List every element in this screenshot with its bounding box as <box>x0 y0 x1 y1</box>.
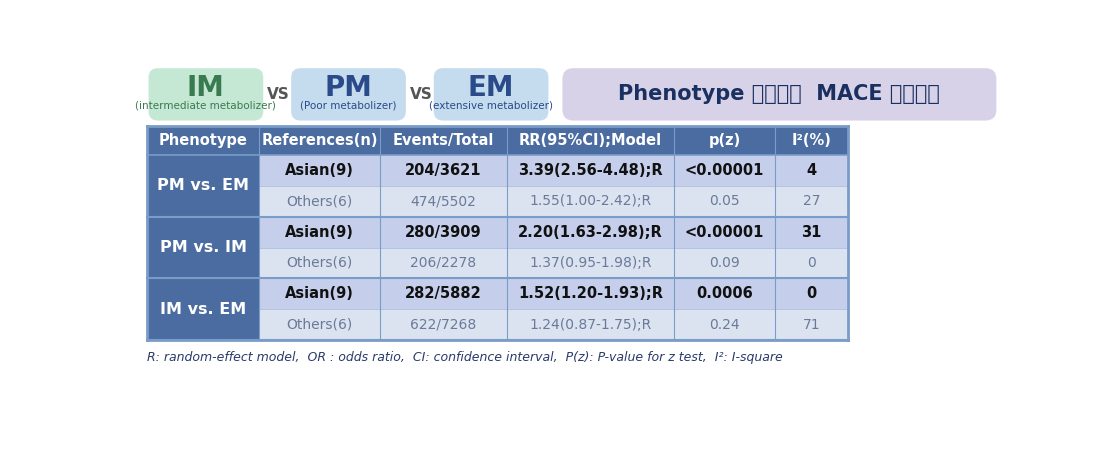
Text: 0.05: 0.05 <box>710 194 740 209</box>
Text: VS: VS <box>267 87 290 102</box>
Text: 71: 71 <box>803 318 820 332</box>
Text: I²(%): I²(%) <box>792 133 831 148</box>
Text: PM: PM <box>324 74 372 102</box>
Bar <box>260 186 849 217</box>
Text: Events/Total: Events/Total <box>393 133 495 148</box>
Text: Phenotype 분류하여  MACE 위험비교: Phenotype 분류하여 MACE 위험비교 <box>618 84 940 104</box>
Bar <box>147 217 260 278</box>
Text: 206/2278: 206/2278 <box>410 256 477 270</box>
Text: (intermediate metabolizer): (intermediate metabolizer) <box>136 101 276 111</box>
Text: 0: 0 <box>808 256 815 270</box>
Text: 31: 31 <box>801 225 822 240</box>
Text: PM vs. IM: PM vs. IM <box>159 240 246 255</box>
Text: 0.24: 0.24 <box>710 318 740 332</box>
Bar <box>260 278 849 309</box>
Text: Others(6): Others(6) <box>286 194 352 209</box>
Text: <0.00001: <0.00001 <box>685 163 764 178</box>
Text: 474/5502: 474/5502 <box>410 194 477 209</box>
Text: 2.20(1.63-2.98);R: 2.20(1.63-2.98);R <box>518 225 663 240</box>
Text: 1.24(0.87-1.75);R: 1.24(0.87-1.75);R <box>529 318 652 332</box>
Text: 0.09: 0.09 <box>709 256 740 270</box>
Text: 4: 4 <box>807 163 817 178</box>
Text: <0.00001: <0.00001 <box>685 225 764 240</box>
Bar <box>260 248 849 278</box>
Text: Others(6): Others(6) <box>286 318 352 332</box>
Bar <box>260 155 849 186</box>
Text: 622/7268: 622/7268 <box>410 318 477 332</box>
FancyBboxPatch shape <box>291 68 405 120</box>
Bar <box>147 278 260 340</box>
Text: 282/5882: 282/5882 <box>405 287 482 301</box>
Bar <box>147 126 849 155</box>
Text: p(z): p(z) <box>709 133 741 148</box>
Text: IM vs. EM: IM vs. EM <box>160 302 246 317</box>
Text: Others(6): Others(6) <box>286 256 352 270</box>
Text: 204/3621: 204/3621 <box>405 163 481 178</box>
Text: 1.37(0.95-1.98);R: 1.37(0.95-1.98);R <box>529 256 652 270</box>
FancyBboxPatch shape <box>563 68 996 120</box>
Text: 0.0006: 0.0006 <box>696 287 753 301</box>
Text: 0: 0 <box>807 287 817 301</box>
Bar <box>260 309 849 340</box>
Text: IM: IM <box>187 74 225 102</box>
Text: 27: 27 <box>803 194 820 209</box>
Text: (Poor metabolizer): (Poor metabolizer) <box>301 101 397 111</box>
Text: Asian(9): Asian(9) <box>285 225 354 240</box>
Bar <box>147 155 260 217</box>
Text: EM: EM <box>468 74 515 102</box>
FancyBboxPatch shape <box>433 68 548 120</box>
Text: RR(95%CI);Model: RR(95%CI);Model <box>519 133 662 148</box>
Text: References(n): References(n) <box>261 133 378 148</box>
Text: Asian(9): Asian(9) <box>285 163 354 178</box>
Text: 1.55(1.00-2.42);R: 1.55(1.00-2.42);R <box>529 194 652 209</box>
Text: (extensive metabolizer): (extensive metabolizer) <box>429 101 553 111</box>
Text: PM vs. EM: PM vs. EM <box>157 178 250 194</box>
Text: Asian(9): Asian(9) <box>285 287 354 301</box>
Bar <box>260 217 849 248</box>
Text: 1.52(1.20-1.93);R: 1.52(1.20-1.93);R <box>518 287 663 301</box>
Text: Phenotype: Phenotype <box>159 133 247 148</box>
Text: R: random-effect model,  OR : odds ratio,  CI: confidence interval,  P(z): P-val: R: random-effect model, OR : odds ratio,… <box>147 351 783 364</box>
FancyBboxPatch shape <box>147 126 849 155</box>
Text: VS: VS <box>410 87 432 102</box>
FancyBboxPatch shape <box>148 68 263 120</box>
Text: 3.39(2.56-4.48);R: 3.39(2.56-4.48);R <box>518 163 663 178</box>
Text: 280/3909: 280/3909 <box>405 225 481 240</box>
